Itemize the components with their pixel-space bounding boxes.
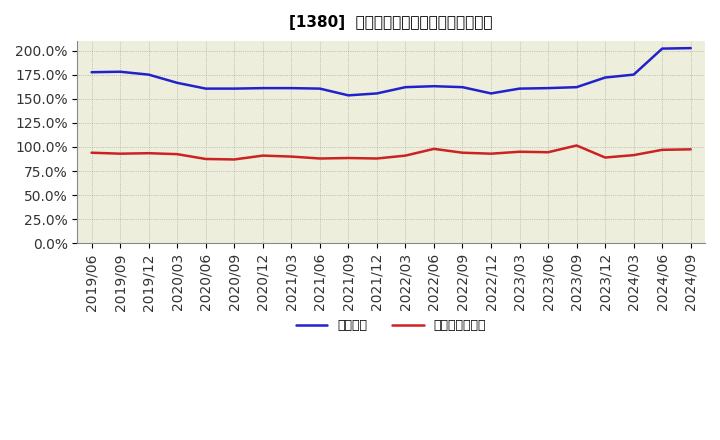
固定比率 — [144, 72, 153, 77]
固定比率 — [544, 85, 552, 91]
固定比率 — [87, 70, 96, 75]
固定比率 — [686, 45, 695, 51]
Line: 固定比率: 固定比率 — [91, 48, 690, 95]
固定比率 — [572, 84, 581, 90]
固定比率 — [401, 84, 410, 90]
固定長期適合率 — [487, 151, 495, 156]
固定長期適合率 — [458, 150, 467, 155]
固定長期適合率 — [544, 150, 552, 155]
Title: [1380]  固定比率、固定長期適合率の推移: [1380] 固定比率、固定長期適合率の推移 — [289, 15, 493, 30]
固定長期適合率 — [658, 147, 667, 153]
固定比率 — [458, 84, 467, 90]
固定長期適合率 — [258, 153, 267, 158]
固定長期適合率 — [144, 150, 153, 156]
固定比率 — [116, 69, 125, 74]
固定比率 — [258, 85, 267, 91]
固定比率 — [658, 46, 667, 51]
固定長期適合率 — [173, 151, 181, 157]
固定比率 — [173, 80, 181, 85]
固定長期適合率 — [430, 146, 438, 151]
固定長期適合率 — [87, 150, 96, 155]
固定比率 — [344, 93, 353, 98]
固定長期適合率 — [600, 155, 609, 160]
固定長期適合率 — [315, 156, 324, 161]
固定長期適合率 — [344, 155, 353, 161]
固定長期適合率 — [372, 156, 381, 161]
固定長期適合率 — [572, 143, 581, 148]
Legend: 固定比率, 固定長期適合率: 固定比率, 固定長期適合率 — [291, 314, 491, 337]
固定比率 — [230, 86, 238, 91]
固定比率 — [202, 86, 210, 91]
固定比率 — [516, 86, 524, 91]
固定長期適合率 — [202, 156, 210, 161]
固定比率 — [487, 91, 495, 96]
固定長期適合率 — [401, 153, 410, 158]
固定長期適合率 — [629, 153, 638, 158]
固定長期適合率 — [686, 147, 695, 152]
固定長期適合率 — [116, 151, 125, 156]
固定長期適合率 — [230, 157, 238, 162]
固定比率 — [372, 91, 381, 96]
固定長期適合率 — [516, 149, 524, 154]
固定比率 — [629, 72, 638, 77]
固定比率 — [430, 84, 438, 89]
固定比率 — [315, 86, 324, 91]
Line: 固定長期適合率: 固定長期適合率 — [91, 146, 690, 159]
固定比率 — [287, 85, 296, 91]
固定比率 — [600, 75, 609, 80]
固定長期適合率 — [287, 154, 296, 159]
